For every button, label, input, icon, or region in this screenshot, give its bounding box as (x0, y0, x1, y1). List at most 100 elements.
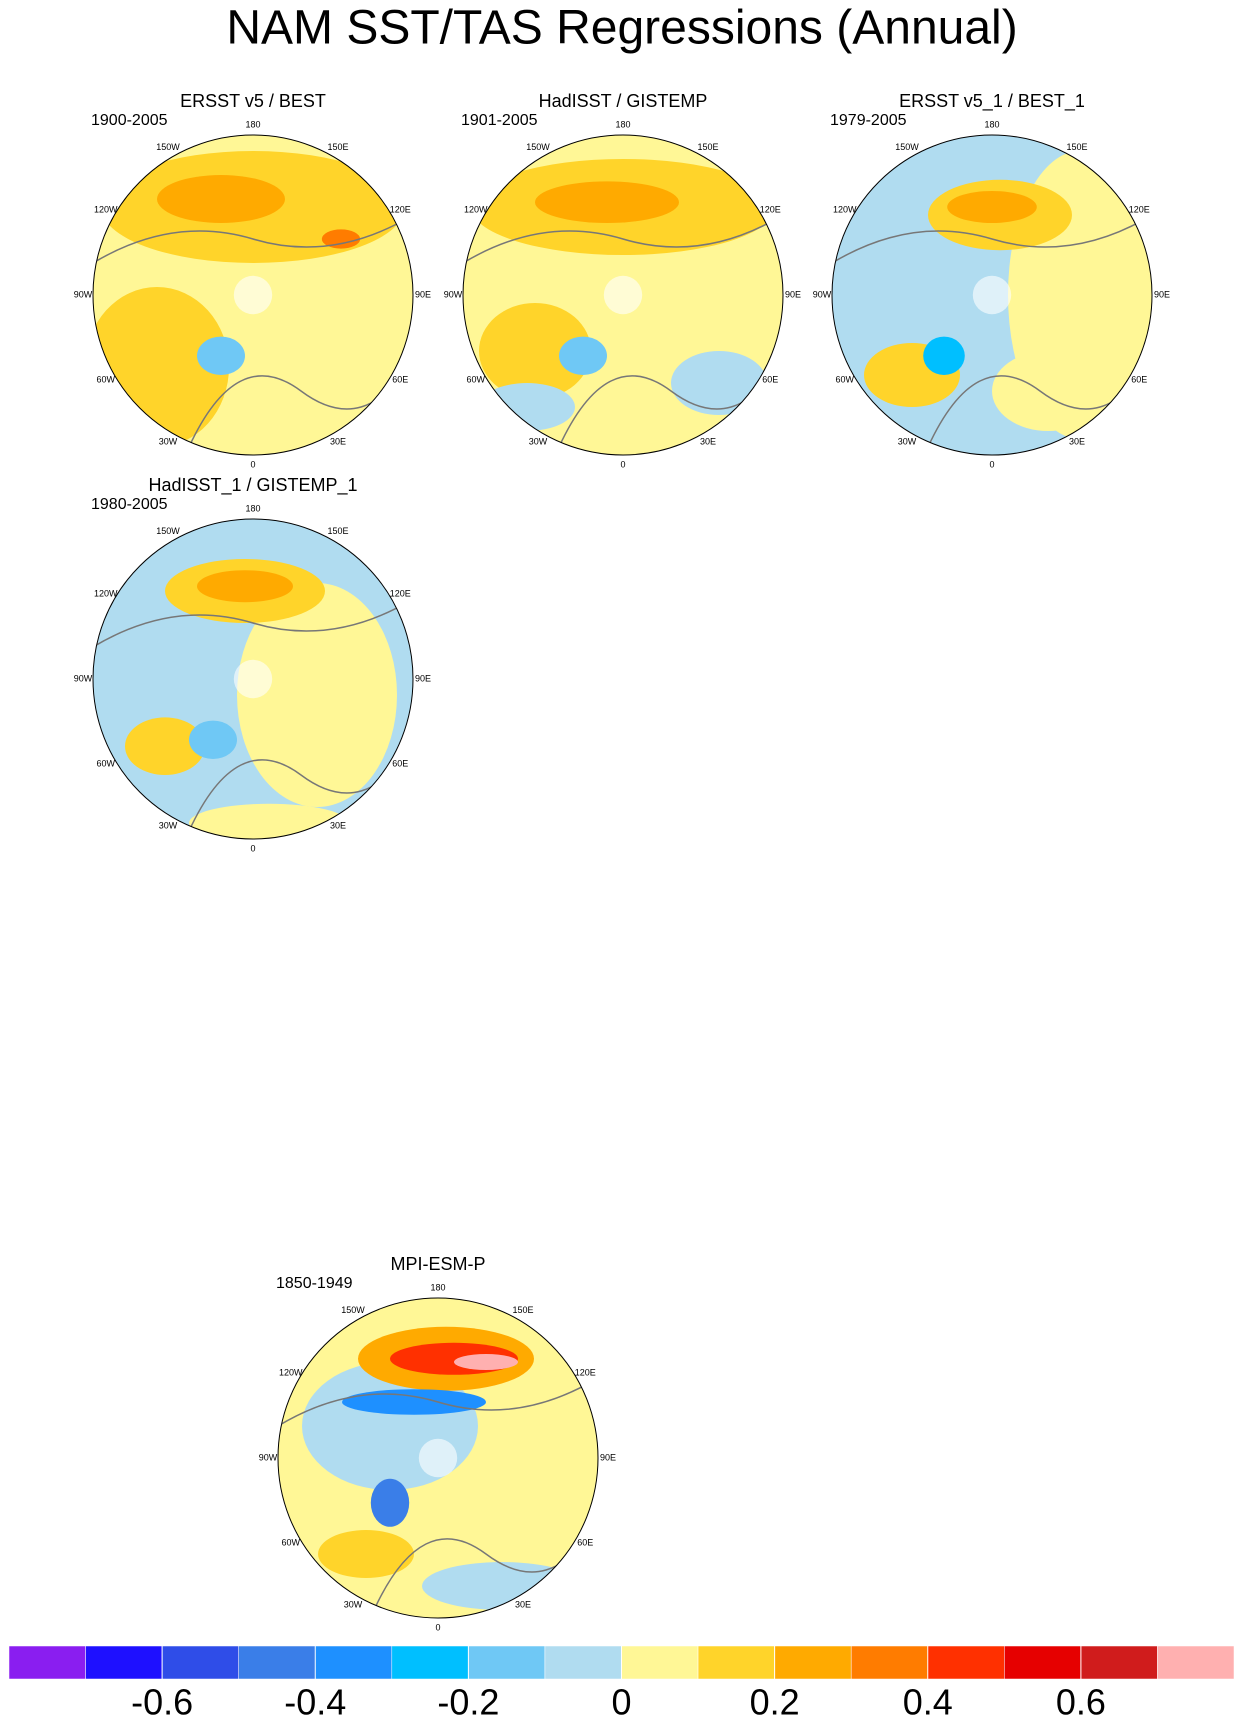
lon-label: 120W (464, 204, 488, 214)
map-border (462, 134, 784, 456)
lon-label: 150W (526, 142, 550, 152)
lon-label: 30W (898, 437, 917, 447)
map (463, 135, 783, 455)
colorbar-box (1080, 1645, 1158, 1680)
lon-label: 0 (250, 459, 255, 469)
lon-label: 90W (813, 289, 832, 299)
colorbar-box (161, 1645, 239, 1680)
field-blob (422, 1562, 582, 1610)
lon-label: 120W (94, 588, 118, 598)
lon-label: 150E (512, 1305, 533, 1315)
colorbar-box (8, 1645, 86, 1680)
field-blob (454, 1354, 518, 1370)
colorbar-box (850, 1645, 928, 1680)
field-blob (189, 803, 349, 839)
figure-title: NAM SST/TAS Regressions (Annual) (226, 2, 1017, 55)
field-blob (535, 181, 679, 223)
field-blob (992, 351, 1104, 431)
lon-label: 90E (1154, 289, 1170, 299)
field-blob (923, 336, 965, 375)
lon-label: 30W (344, 1600, 363, 1610)
colorbar-box (85, 1645, 163, 1680)
lon-label: 120W (94, 204, 118, 214)
panel-title: MPI-ESM-P (390, 1254, 485, 1274)
colorbar-box (391, 1645, 469, 1680)
lon-label: 90W (74, 289, 93, 299)
panel-period: 1900-2005 (91, 112, 168, 129)
map-border (277, 1297, 599, 1619)
lon-label: 90W (444, 289, 463, 299)
lon-label: 60E (762, 374, 778, 384)
map (278, 1298, 598, 1618)
panel-title: HadISST / GISTEMP (539, 91, 708, 111)
lon-label: 60E (577, 1537, 593, 1547)
colorbar-tick-label: -0.2 (437, 1682, 499, 1723)
field-blob (671, 351, 767, 415)
lon-label: 30E (330, 821, 346, 831)
pole-cap (603, 275, 643, 315)
lon-label: 90W (259, 1452, 278, 1462)
lon-label: 60W (467, 374, 486, 384)
lon-label: 150E (327, 526, 348, 536)
lon-label: 0 (435, 1622, 440, 1632)
lon-label: 180 (245, 119, 260, 129)
colorbar-tick-label: 0.4 (903, 1682, 953, 1723)
pole-cap (233, 275, 273, 315)
pole-cap (418, 1438, 458, 1478)
lon-label: 60E (1131, 374, 1147, 384)
lon-label: 60W (97, 374, 116, 384)
panel-title: HadISST_1 / GISTEMP_1 (148, 475, 357, 496)
lon-label: 0 (250, 843, 255, 853)
field-blob (342, 1389, 486, 1415)
colorbar-tick-label: 0 (611, 1682, 631, 1723)
lon-label: 60W (282, 1537, 301, 1547)
colorbar-box (238, 1645, 316, 1680)
lon-label: 150W (156, 142, 180, 152)
field-blob (370, 1478, 410, 1527)
lon-label: 180 (984, 119, 999, 129)
colorbar-box (621, 1645, 699, 1680)
field-blob (479, 383, 575, 431)
colorbar-box (544, 1645, 622, 1680)
colorbar-box (927, 1645, 1005, 1680)
lon-label: 30E (330, 437, 346, 447)
colorbar-tick-label: -0.6 (131, 1682, 193, 1723)
colorbar-tick-label: 0.6 (1056, 1682, 1106, 1723)
field-blob (197, 570, 293, 603)
colorbar-box (315, 1645, 393, 1680)
lon-label: 90E (415, 673, 431, 683)
lon-label: 180 (615, 119, 630, 129)
map (832, 135, 1152, 455)
lon-label: 120W (279, 1367, 303, 1377)
lon-label: 30W (159, 437, 178, 447)
map-border (92, 134, 414, 456)
panel-title: ERSST v5 / BEST (180, 91, 326, 111)
colorbar-box (1157, 1645, 1235, 1680)
lon-label: 150E (1066, 142, 1087, 152)
lon-label: 120E (390, 204, 411, 214)
field-blob (559, 336, 607, 375)
field-blob (318, 1530, 414, 1578)
colorbar-tick-label: -0.4 (284, 1682, 346, 1723)
lon-label: 30W (159, 821, 178, 831)
field-blob (237, 583, 397, 807)
panel-period: 1901-2005 (461, 112, 538, 129)
panel-period: 1850-1949 (276, 1275, 353, 1292)
lon-label: 120E (390, 588, 411, 598)
lon-label: 60W (836, 374, 855, 384)
lon-label: 60E (392, 374, 408, 384)
panel-title: ERSST v5_1 / BEST_1 (899, 91, 1085, 112)
pole-cap (233, 659, 273, 699)
lon-label: 60E (392, 758, 408, 768)
map (93, 135, 413, 455)
lon-label: 30W (529, 437, 548, 447)
field-blob (157, 175, 285, 223)
map (93, 519, 413, 839)
field-blob (479, 303, 591, 399)
panel-period: 1980-2005 (91, 496, 168, 513)
field-blob (321, 229, 361, 249)
pole-cap (972, 275, 1012, 315)
map-border (92, 518, 414, 840)
colorbar-box (468, 1645, 546, 1680)
